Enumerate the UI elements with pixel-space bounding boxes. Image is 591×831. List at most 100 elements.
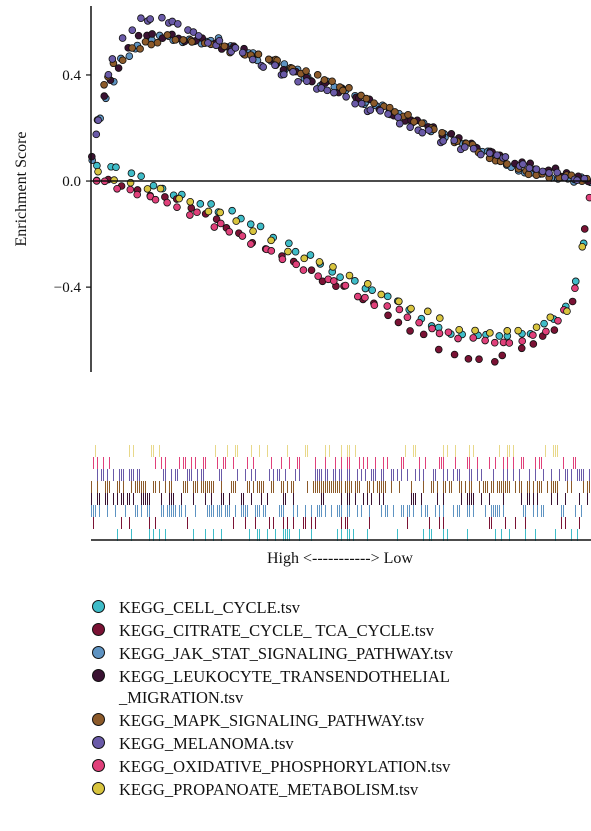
data-point bbox=[514, 326, 522, 335]
barcode-line bbox=[219, 469, 220, 481]
barcode-line bbox=[215, 445, 216, 457]
barcode-line bbox=[179, 457, 180, 469]
barcode-line bbox=[161, 493, 162, 505]
barcode-line bbox=[347, 529, 348, 541]
barcode-line bbox=[181, 493, 182, 505]
barcode-line bbox=[219, 505, 220, 517]
data-point bbox=[383, 292, 392, 301]
barcode-line bbox=[397, 529, 398, 541]
barcode-line bbox=[533, 481, 534, 493]
barcode-line bbox=[433, 481, 434, 493]
barcode-line bbox=[217, 457, 218, 469]
barcode-line bbox=[381, 469, 382, 481]
barcode-line bbox=[159, 529, 160, 541]
legend-marker bbox=[92, 713, 105, 726]
barcode-line bbox=[561, 517, 562, 529]
data-point bbox=[330, 277, 338, 285]
barcode-line bbox=[483, 481, 484, 493]
barcode-line bbox=[129, 469, 130, 481]
barcode-line bbox=[183, 457, 184, 469]
barcode-line bbox=[137, 505, 138, 517]
barcode-line bbox=[307, 445, 308, 457]
barcode-line bbox=[257, 529, 258, 541]
barcode-line bbox=[167, 505, 168, 517]
barcode-line bbox=[213, 529, 214, 541]
barcode-line bbox=[275, 529, 276, 541]
data-point bbox=[578, 242, 587, 251]
barcode-line bbox=[293, 505, 294, 517]
barcode-line bbox=[185, 481, 186, 493]
barcode-line bbox=[469, 505, 470, 517]
barcode-line bbox=[193, 481, 194, 493]
barcode-line bbox=[131, 481, 132, 493]
barcode-line bbox=[117, 481, 118, 493]
barcode-line bbox=[155, 457, 156, 469]
data-point bbox=[461, 143, 469, 151]
barcode-line bbox=[383, 457, 384, 469]
barcode-line bbox=[291, 481, 292, 493]
barcode-line bbox=[471, 469, 472, 481]
barcode-line bbox=[191, 457, 192, 469]
data-point bbox=[454, 334, 462, 343]
barcode-line bbox=[473, 445, 474, 457]
barcode-line bbox=[287, 529, 288, 541]
barcode-line bbox=[543, 469, 544, 481]
data-point bbox=[563, 307, 571, 316]
barcode-line bbox=[501, 529, 502, 541]
barcode-line bbox=[249, 529, 250, 541]
barcode-line bbox=[489, 457, 490, 469]
legend-marker bbox=[92, 646, 105, 659]
barcode-line bbox=[255, 505, 256, 517]
barcode-row bbox=[95, 445, 558, 457]
barcode-line bbox=[469, 481, 470, 493]
barcode-line bbox=[221, 481, 222, 493]
barcode-line bbox=[123, 481, 124, 493]
barcode-line bbox=[503, 481, 504, 493]
data-point bbox=[366, 106, 375, 114]
barcode-line bbox=[513, 469, 514, 481]
data-point bbox=[450, 136, 458, 145]
data-point bbox=[538, 167, 547, 176]
barcode-line bbox=[207, 481, 208, 493]
data-point bbox=[238, 48, 247, 57]
barcode-line bbox=[105, 493, 106, 505]
data-point bbox=[342, 93, 350, 101]
barcode-line bbox=[233, 517, 234, 529]
data-point bbox=[249, 227, 257, 235]
barcode-line bbox=[311, 505, 312, 517]
barcode-line bbox=[229, 493, 230, 505]
data-point bbox=[291, 247, 300, 256]
barcode-line bbox=[525, 517, 526, 529]
barcode-line bbox=[113, 493, 114, 505]
data-point bbox=[394, 113, 402, 122]
data-point bbox=[351, 277, 359, 285]
data-point bbox=[498, 351, 507, 360]
data-point bbox=[471, 326, 479, 335]
barcode-line bbox=[367, 529, 368, 541]
data-point bbox=[481, 336, 489, 345]
barcode-line bbox=[589, 481, 590, 493]
barcode-line bbox=[399, 481, 400, 493]
barcode-line bbox=[507, 469, 508, 481]
data-point bbox=[415, 318, 423, 327]
barcode-line bbox=[557, 445, 558, 457]
barcode-line bbox=[521, 481, 522, 493]
barcode-line bbox=[161, 505, 162, 517]
legend-item: KEGG_CITRATE_CYCLE_ TCA_CYCLE.tsv bbox=[92, 620, 453, 643]
barcode-row bbox=[97, 469, 590, 481]
barcode-line bbox=[435, 505, 436, 517]
barcode-line bbox=[273, 517, 274, 529]
data-point bbox=[363, 280, 372, 288]
barcode-line bbox=[467, 493, 468, 505]
barcode-line bbox=[559, 469, 560, 481]
data-point bbox=[423, 307, 432, 316]
data-point bbox=[330, 88, 338, 97]
barcode-line bbox=[273, 469, 274, 481]
barcode-line bbox=[443, 505, 444, 517]
barcode-line bbox=[195, 481, 196, 493]
barcode-line bbox=[223, 457, 224, 469]
barcode-line bbox=[453, 469, 454, 481]
barcode-line bbox=[469, 469, 470, 481]
data-point bbox=[447, 129, 456, 138]
barcode-line bbox=[563, 457, 564, 469]
